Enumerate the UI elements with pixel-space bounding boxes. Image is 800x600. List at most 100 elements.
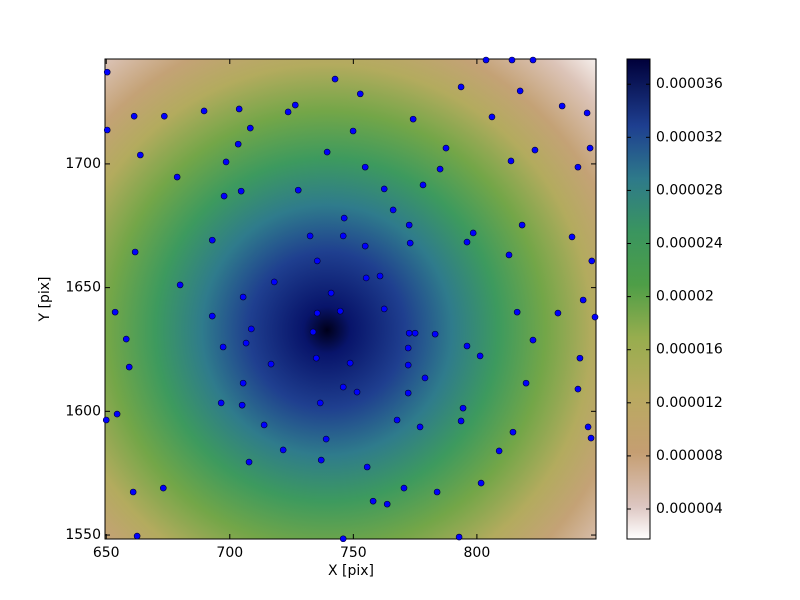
point [583,109,591,117]
point [284,108,292,116]
point [125,363,133,371]
point [137,151,144,159]
colorbar-tick-label: 0.000016 [656,342,723,358]
point [222,158,230,166]
point [380,305,388,313]
point [459,404,467,412]
colorbar-tick-label: 0.000012 [656,395,723,411]
point [406,239,414,247]
point [270,278,278,286]
point [513,308,521,316]
point [433,488,441,496]
point [531,146,539,154]
point [103,68,111,76]
point [260,421,268,429]
point [322,435,330,443]
point [568,233,576,241]
point [455,533,463,541]
point [584,423,592,431]
point [579,296,587,304]
x-axis-label: X [pix] [328,563,374,579]
point [574,385,582,393]
point [246,124,254,132]
point [313,257,321,265]
point [291,101,299,109]
point [419,181,427,189]
point [457,417,465,425]
point [133,532,141,540]
point [411,329,419,337]
point [339,383,347,391]
colorbar-tick-label: 0.00002 [656,289,714,305]
point [421,374,429,382]
point [554,309,562,317]
point [361,163,369,171]
point [369,497,377,505]
point [405,329,413,337]
point [122,335,130,343]
point [313,309,321,317]
point [383,500,391,508]
point [558,102,566,110]
colorbar-tick-label: 0.000004 [656,501,723,517]
point [245,458,253,466]
point [507,157,515,165]
point [176,281,184,289]
point [267,360,275,368]
x-tick-label: 650 [93,545,120,561]
x-tick-label: 700 [216,545,243,561]
point [239,379,247,387]
point [219,343,227,351]
colorbar-tick-label: 0.000028 [656,182,723,198]
point [509,428,517,436]
point [442,144,450,152]
point [409,115,417,123]
point [356,90,364,98]
point [361,242,369,250]
point [591,313,599,321]
point [131,248,139,256]
point [309,328,317,336]
x-tick-label: 800 [464,545,491,561]
point [102,416,110,424]
point [312,354,320,362]
density-field [105,59,596,539]
point [404,361,412,369]
point [393,416,401,424]
point [294,186,302,194]
colorbar-tick-label: 0.000024 [656,236,723,252]
point [103,126,111,134]
point [279,446,287,454]
point [404,344,412,352]
colorbar [626,58,651,540]
point [436,165,444,173]
point [405,221,413,229]
point [363,463,371,471]
point [495,447,503,455]
point [239,293,247,301]
point [529,56,537,64]
point [111,308,119,316]
point [113,410,121,418]
colorbar-tick-label: 0.000032 [656,129,723,145]
point [400,484,408,492]
point [588,257,596,265]
point [234,140,242,148]
point [220,192,228,200]
point [306,232,314,240]
colorbar-tick-label: 0.000036 [656,76,723,92]
point [160,484,167,492]
point [130,112,138,120]
point [242,339,250,347]
point [340,214,348,222]
point [339,232,347,240]
point [323,148,331,156]
point [217,399,225,407]
point [336,307,344,315]
point [431,330,439,338]
point [208,236,216,244]
point [457,83,465,91]
y-tick-label: 1650 [65,280,101,296]
point [576,354,584,362]
